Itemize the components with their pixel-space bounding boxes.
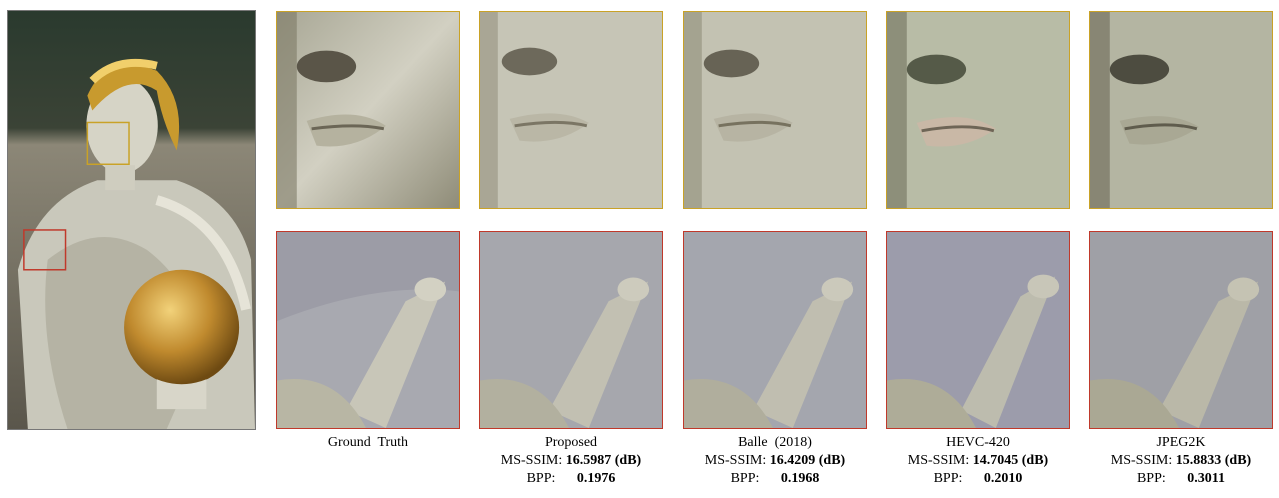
msssim-row: MS-SSIM: 15.8833 (dB) [1089,452,1273,470]
method-name: Proposed [544,435,598,450]
msssim-value: 14.7045 (dB) [972,453,1049,468]
caption-ground-truth: Ground Truth [276,434,460,452]
method-name: Ground Truth [327,435,409,450]
method-name: JPEG2K [1156,435,1206,450]
hand-region-box [23,229,67,271]
bpp-row: BPP: 0.1976 [479,470,663,488]
msssim-value: 16.5987 (dB) [565,453,642,468]
bpp-row: BPP: 0.3011 [1089,470,1273,488]
hand-crop-hevc [886,231,1070,429]
msssim-label: MS-SSIM: [907,453,970,468]
bpp-row: BPP: 0.2010 [886,470,1070,488]
msssim-row: MS-SSIM: 16.5987 (dB) [479,452,663,470]
hand-crop-proposed [479,231,663,429]
hand-crop-ground-truth [276,231,460,429]
bpp-label: BPP: [526,471,556,486]
caption-proposed: Proposed MS-SSIM: 16.5987 (dB) BPP: 0.19… [479,434,663,488]
bpp-value: 0.1968 [780,471,820,486]
hand-crop-jpeg2k [1089,231,1273,429]
bpp-value: 0.1976 [576,471,616,486]
face-crop-hevc [886,11,1070,209]
caption-balle: Balle (2018) MS-SSIM: 16.4209 (dB) BPP: … [683,434,867,488]
bpp-value: 0.2010 [983,471,1023,486]
bpp-value: 0.3011 [1187,471,1226,486]
msssim-label: MS-SSIM: [500,453,563,468]
hand-crop-balle [683,231,867,429]
bpp-row: BPP: 0.1968 [683,470,867,488]
method-name: Balle (2018) [738,435,812,450]
face-crop-jpeg2k [1089,11,1273,209]
statue-full-image [7,10,256,430]
msssim-row: MS-SSIM: 14.7045 (dB) [886,452,1070,470]
msssim-label: MS-SSIM: [704,453,767,468]
bpp-label: BPP: [730,471,760,486]
msssim-value: 15.8833 (dB) [1175,453,1252,468]
face-crop-proposed [479,11,663,209]
caption-jpeg2k: JPEG2K MS-SSIM: 15.8833 (dB) BPP: 0.3011 [1089,434,1273,488]
bpp-label: BPP: [1136,471,1166,486]
face-region-box [86,121,130,166]
msssim-label: MS-SSIM: [1110,453,1173,468]
method-name: HEVC-420 [946,435,1010,450]
msssim-row: MS-SSIM: 16.4209 (dB) [683,452,867,470]
face-crop-ground-truth [276,11,460,209]
face-crop-balle [683,11,867,209]
caption-hevc: HEVC-420 MS-SSIM: 14.7045 (dB) BPP: 0.20… [886,434,1070,488]
msssim-value: 16.4209 (dB) [769,453,846,468]
bpp-label: BPP: [933,471,963,486]
